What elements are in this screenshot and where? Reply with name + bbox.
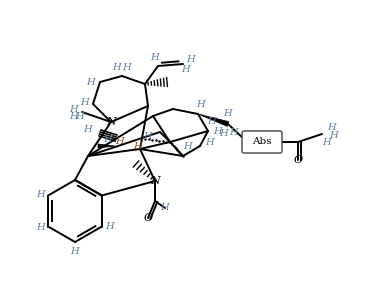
- Text: H: H: [224, 108, 232, 118]
- Text: H: H: [116, 136, 124, 146]
- Text: H: H: [104, 134, 112, 143]
- Text: H: H: [197, 99, 205, 108]
- Text: H: H: [182, 64, 190, 74]
- Text: H: H: [161, 203, 169, 213]
- Polygon shape: [198, 114, 229, 126]
- Text: H: H: [322, 138, 331, 146]
- Text: H: H: [105, 222, 114, 231]
- Text: N: N: [106, 117, 116, 127]
- Text: H: H: [123, 63, 131, 71]
- Text: H: H: [330, 131, 339, 139]
- Text: H: H: [36, 190, 45, 199]
- Text: H: H: [143, 131, 152, 141]
- FancyBboxPatch shape: [242, 131, 282, 153]
- Text: H: H: [214, 126, 223, 136]
- Text: H: H: [81, 98, 89, 106]
- Text: H: H: [229, 128, 238, 136]
- Text: H: H: [184, 141, 193, 151]
- Polygon shape: [98, 144, 115, 148]
- Text: H: H: [83, 124, 92, 133]
- Text: N: N: [150, 176, 160, 186]
- Text: H: H: [206, 138, 214, 146]
- Text: O: O: [143, 213, 153, 223]
- Text: H: H: [87, 78, 96, 86]
- Text: O: O: [294, 155, 303, 165]
- Text: H: H: [70, 111, 78, 121]
- Text: H: H: [70, 104, 78, 113]
- Text: H: H: [113, 63, 122, 71]
- Text: H: H: [71, 246, 79, 255]
- Text: H: H: [187, 54, 195, 64]
- Text: H: H: [134, 141, 142, 151]
- Text: H: H: [208, 116, 216, 126]
- Text: Abs: Abs: [252, 136, 272, 146]
- Text: H: H: [151, 53, 159, 61]
- Text: H: H: [76, 111, 85, 121]
- Text: H: H: [220, 128, 228, 138]
- Text: H: H: [36, 223, 45, 232]
- Text: H: H: [328, 123, 336, 131]
